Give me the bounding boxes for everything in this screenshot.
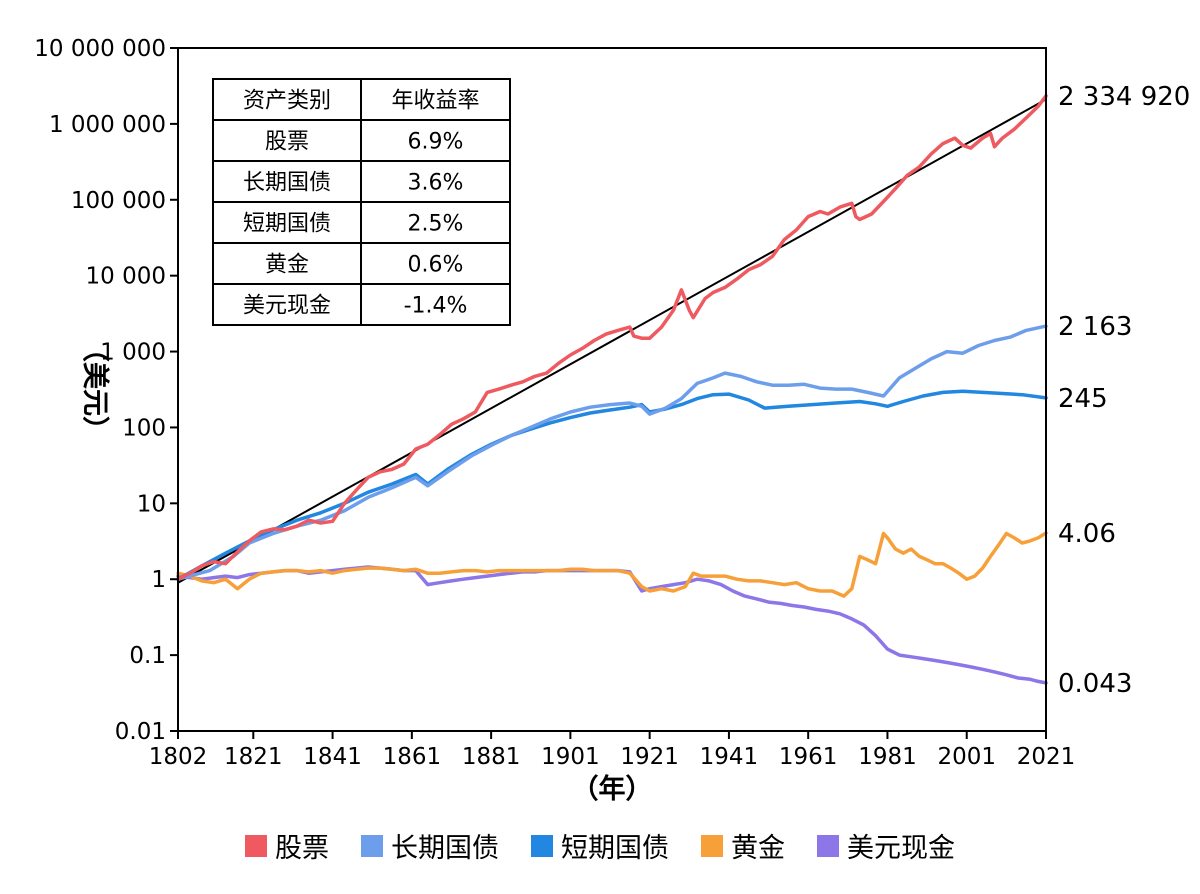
x-tick-label: 1841 [303,744,362,770]
series-line-0 [176,94,1048,581]
end-value-label: 2 334 920 [1058,82,1190,112]
legend: 股票 长期国债 短期国债 黄金 美元现金 [0,826,1200,865]
table-cell: 黄金 [265,253,309,278]
y-tick-label: 0.01 [115,719,166,745]
x-tick-label: 2001 [937,744,996,770]
end-labels: 2 334 920 2 163 245 4.06 0.043 [1058,82,1190,699]
table-header-cell: 年收益率 [391,89,479,114]
y-tick-label: 10 [137,491,166,517]
x-tick-label: 1861 [383,744,442,770]
legend-label: 长期国债 [391,833,499,864]
legend-swatch [817,834,839,857]
y-tick-label: 100 000 [71,188,166,214]
legend-item: 长期国债 [361,826,499,865]
series-line-1 [176,324,1048,581]
end-value-label: 4.06 [1058,519,1116,549]
table-cell: 美元现金 [243,294,331,319]
table-header-cell: 资产类别 [243,89,331,114]
table-cell: 短期国债 [243,212,331,237]
series-line-3 [176,531,1048,598]
y-tick-label: 1 000 [100,340,166,366]
table-cell: 长期国债 [243,171,331,196]
y-tick-label: 0.1 [129,643,166,669]
x-tick-label: 1901 [541,744,600,770]
x-tick-label: 1981 [858,744,917,770]
legend-item: 美元现金 [817,826,955,865]
legend-swatch [245,834,267,857]
legend-label: 美元现金 [847,833,955,864]
end-value-label: 2 163 [1058,312,1132,342]
table-cell: -1.4% [404,294,468,319]
x-tick-label: 1821 [224,744,283,770]
end-value-label: 0.043 [1058,669,1132,699]
x-tick-label: 1921 [620,744,679,770]
x-tick-label: 1941 [700,744,759,770]
x-tick-label: 1961 [779,744,838,770]
legend-label: 股票 [275,833,329,864]
legend-item: 黄金 [701,826,785,865]
x-axis-title: （年） [572,773,653,805]
legend-label: 黄金 [731,833,785,864]
table-cell: 6.9% [408,130,464,155]
legend-label: 短期国债 [561,833,669,864]
legend-swatch [361,834,383,857]
y-tick-label: 10 000 000 [34,36,166,62]
table-cell: 3.6% [408,171,464,196]
table-cell: 2.5% [408,212,464,237]
x-tick-label: 2021 [1017,744,1076,770]
y-axis-title: （美元） [79,335,111,443]
y-tick-label: 1 000 000 [49,112,166,138]
table-cell: 股票 [265,130,309,155]
legend-swatch [531,834,553,857]
series-layer [176,94,1048,685]
y-tick-label: 100 [122,415,166,441]
x-tick-label: 1881 [462,744,521,770]
x-tick-label: 1802 [149,744,208,770]
table-cell: 0.6% [408,253,464,278]
y-tick-label: 1 [151,567,166,593]
plot-frame [177,47,1047,732]
legend-item: 短期国债 [531,826,669,865]
y-tick-label: 10 000 [86,264,166,290]
series-line-4 [176,565,1048,685]
legend-item: 股票 [245,826,329,865]
axes: 0.01 0.1 1 10 100 1 000 10 000 100 000 1 000 000… [34,36,1075,805]
end-value-label: 245 [1058,384,1108,414]
legend-swatch [701,834,723,857]
